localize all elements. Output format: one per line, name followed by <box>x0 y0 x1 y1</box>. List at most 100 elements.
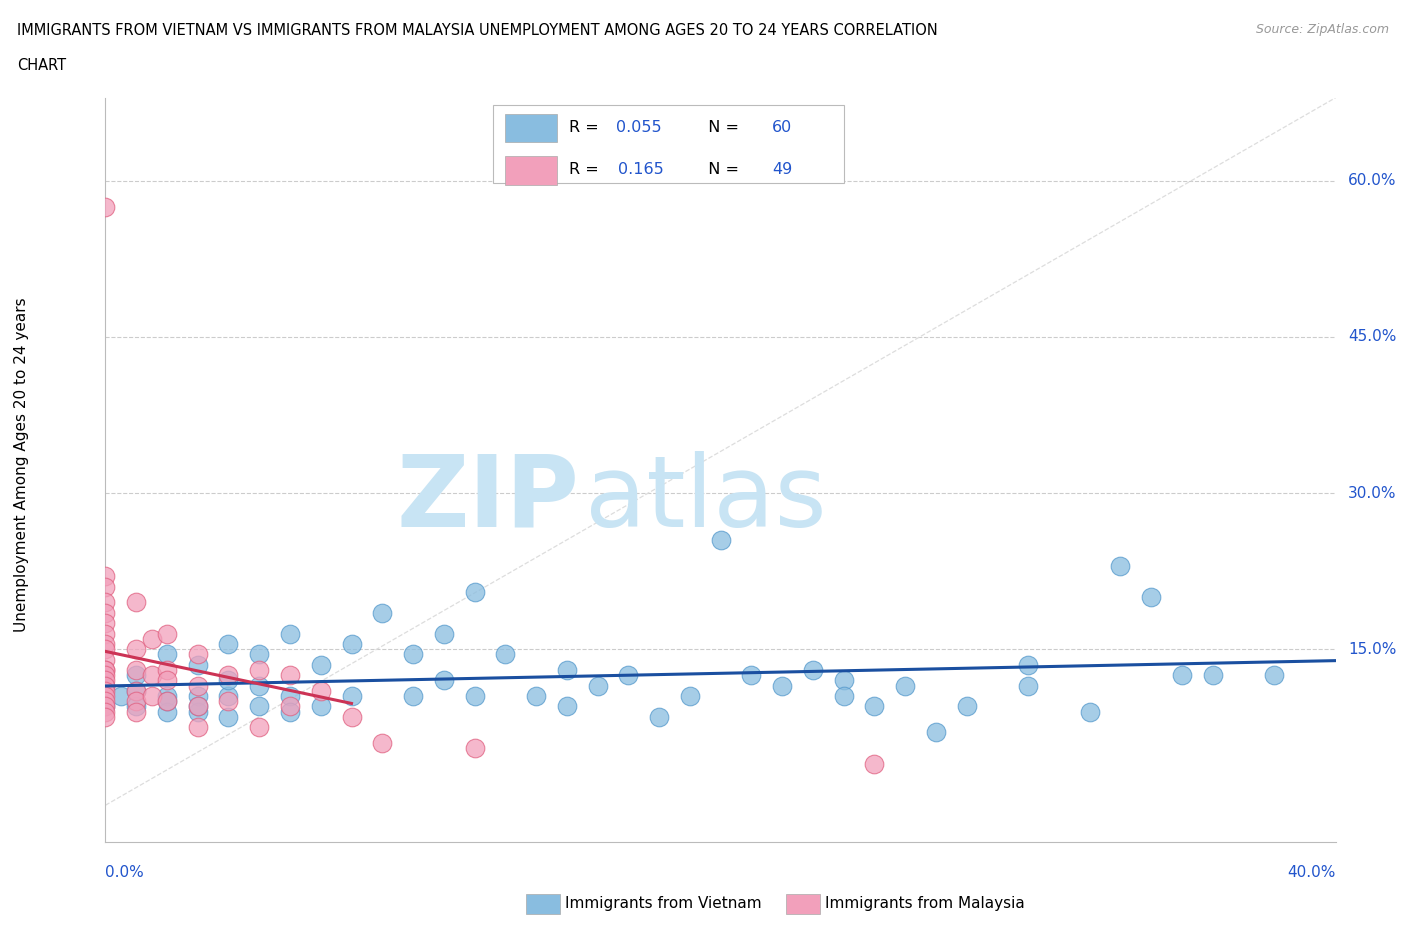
Text: atlas: atlas <box>585 451 827 548</box>
Text: ZIP: ZIP <box>396 451 579 548</box>
Point <box>125 684 148 698</box>
Text: 0.0%: 0.0% <box>105 865 145 880</box>
Point <box>156 626 179 641</box>
Point <box>125 662 148 677</box>
Text: N =: N = <box>699 120 745 135</box>
Point <box>494 647 516 662</box>
Point <box>94 605 117 620</box>
Text: Immigrants from Vietnam: Immigrants from Vietnam <box>565 897 762 911</box>
Point <box>94 579 117 594</box>
Point <box>156 694 179 709</box>
Point <box>94 710 117 724</box>
Text: Unemployment Among Ages 20 to 24 years: Unemployment Among Ages 20 to 24 years <box>14 298 28 632</box>
Point <box>187 699 209 714</box>
Point <box>187 678 209 693</box>
Text: 45.0%: 45.0% <box>1348 329 1396 344</box>
Point <box>586 678 609 693</box>
Text: IMMIGRANTS FROM VIETNAM VS IMMIGRANTS FROM MALAYSIA UNEMPLOYMENT AMONG AGES 20 T: IMMIGRANTS FROM VIETNAM VS IMMIGRANTS FR… <box>17 23 938 38</box>
Point <box>94 673 117 688</box>
Point <box>94 626 117 641</box>
Point <box>1017 658 1039 672</box>
Point <box>770 678 793 693</box>
Point <box>1201 668 1223 683</box>
Point <box>863 699 886 714</box>
Point <box>247 699 270 714</box>
Point <box>125 704 148 719</box>
Point <box>156 688 179 703</box>
Text: R =: R = <box>569 163 609 178</box>
Point <box>247 678 270 693</box>
Point <box>1171 668 1194 683</box>
Point <box>187 658 209 672</box>
Point <box>94 688 117 703</box>
Point <box>94 595 117 610</box>
Point <box>247 662 270 677</box>
Point <box>309 684 332 698</box>
Point <box>1017 678 1039 693</box>
Point <box>679 688 702 703</box>
Point <box>187 647 209 662</box>
Point <box>94 684 117 698</box>
Point <box>156 694 179 709</box>
Point <box>340 636 363 651</box>
Point <box>94 662 117 677</box>
Point <box>278 668 301 683</box>
Point <box>925 725 948 740</box>
Point <box>110 688 132 703</box>
Point <box>247 720 270 735</box>
Point <box>125 668 148 683</box>
Point <box>141 631 163 646</box>
Point <box>94 662 117 677</box>
Point <box>1109 558 1132 573</box>
Text: 0.165: 0.165 <box>619 163 664 178</box>
FancyBboxPatch shape <box>494 105 844 183</box>
Point <box>187 688 209 703</box>
Point <box>278 688 301 703</box>
Point <box>94 652 117 667</box>
Point <box>247 647 270 662</box>
Point <box>94 699 117 714</box>
Text: CHART: CHART <box>17 58 66 73</box>
Point <box>218 694 240 709</box>
Point <box>956 699 979 714</box>
Point <box>524 688 547 703</box>
Point <box>156 647 179 662</box>
Point <box>187 720 209 735</box>
Point <box>94 704 117 719</box>
Point <box>1078 704 1101 719</box>
Point <box>94 616 117 631</box>
Point <box>218 710 240 724</box>
Text: 0.055: 0.055 <box>616 120 662 135</box>
Text: 60.0%: 60.0% <box>1348 173 1396 189</box>
Point <box>309 658 332 672</box>
Point <box>94 678 117 693</box>
Point <box>278 626 301 641</box>
Point <box>1263 668 1285 683</box>
Point <box>433 673 456 688</box>
Point <box>1140 590 1163 604</box>
Point <box>187 699 209 714</box>
Point <box>555 662 578 677</box>
Point <box>218 673 240 688</box>
Point <box>402 688 425 703</box>
Point <box>125 699 148 714</box>
Point <box>141 688 163 703</box>
Point <box>617 668 640 683</box>
Point <box>125 694 148 709</box>
Point <box>125 684 148 698</box>
Point <box>94 694 117 709</box>
Point <box>125 595 148 610</box>
Point <box>218 668 240 683</box>
Point <box>340 688 363 703</box>
FancyBboxPatch shape <box>505 114 557 142</box>
Text: 40.0%: 40.0% <box>1288 865 1336 880</box>
Point <box>740 668 762 683</box>
Text: R =: R = <box>569 120 605 135</box>
Point <box>464 584 486 599</box>
Point <box>94 636 117 651</box>
FancyBboxPatch shape <box>505 156 557 185</box>
Point <box>371 605 394 620</box>
Text: Immigrants from Malaysia: Immigrants from Malaysia <box>825 897 1025 911</box>
Point <box>555 699 578 714</box>
Point <box>801 662 824 677</box>
